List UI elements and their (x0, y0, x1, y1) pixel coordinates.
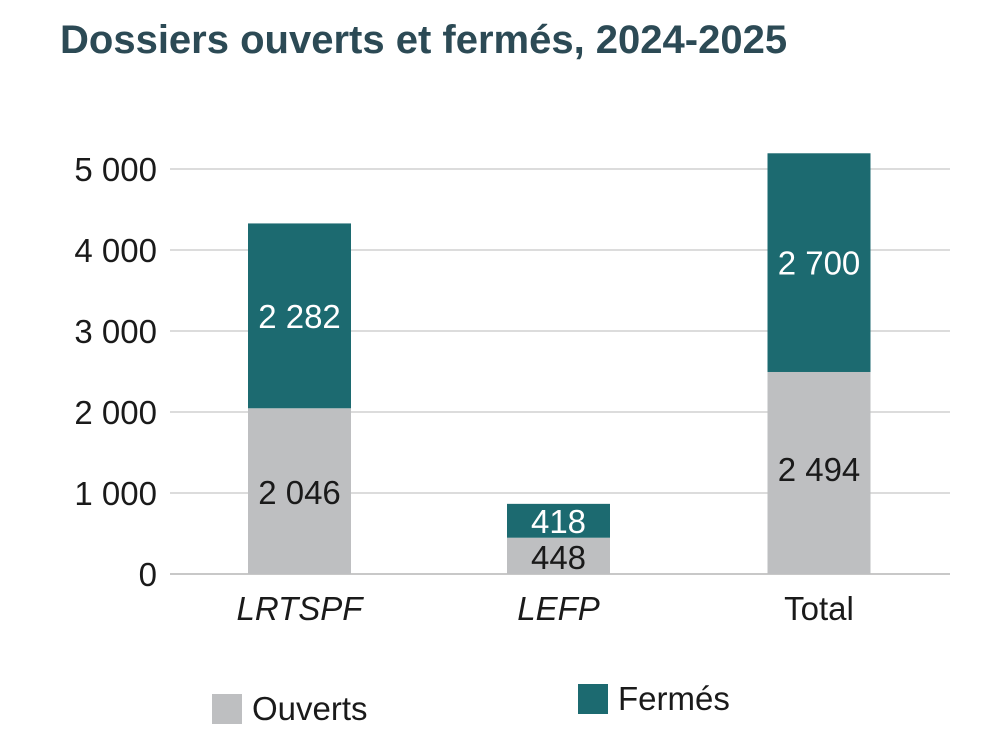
x-tick-label: LRTSPF (237, 590, 365, 627)
bar-ouverts-lrtspf (248, 408, 351, 574)
legend-swatch-ouverts (212, 694, 242, 724)
bar-fermés-lefp (507, 503, 610, 538)
legend-label-ouverts: Ouverts (252, 690, 368, 727)
data-label: 2 700 (778, 245, 861, 282)
legend-swatch-fermes (578, 684, 608, 714)
y-tick-label: 5 000 (74, 151, 157, 188)
data-label: 2 046 (258, 474, 341, 511)
bar-ouverts-lefp (507, 537, 610, 574)
y-tick-label: 4 000 (74, 232, 157, 269)
data-label: 2 282 (258, 298, 341, 335)
y-tick-label: 0 (139, 556, 157, 593)
legend-item-ouverts: Ouverts (212, 690, 368, 728)
data-label: 448 (531, 539, 586, 576)
bar-ouverts-total (767, 371, 871, 574)
y-tick-label: 3 000 (74, 313, 157, 350)
chart-title: Dossiers ouverts et fermés, 2024-2025 (60, 18, 788, 62)
y-tick-label: 1 000 (74, 475, 157, 512)
data-label: 2 494 (778, 451, 861, 488)
data-label: 418 (531, 503, 586, 540)
legend-item-fermes: Fermés (578, 680, 730, 718)
legend-label-fermes: Fermés (618, 680, 730, 717)
bar-fermés-total (767, 153, 871, 372)
x-tick-label: LEFP (517, 590, 600, 627)
x-tick-label: Total (784, 590, 854, 627)
y-tick-label: 2 000 (74, 394, 157, 431)
bar-fermés-lrtspf (248, 223, 351, 409)
